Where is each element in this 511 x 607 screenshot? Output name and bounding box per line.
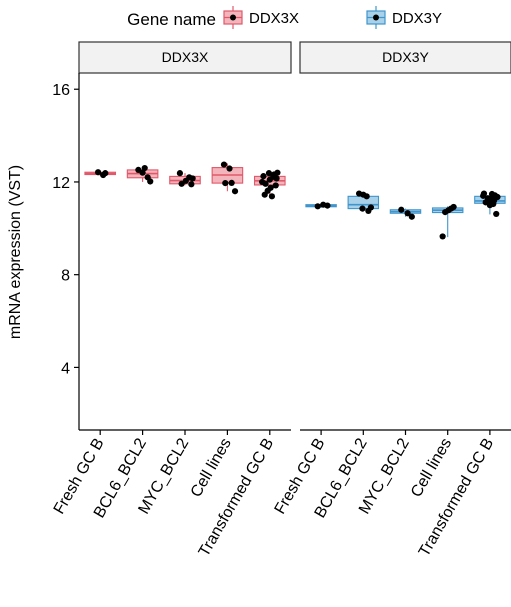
legend: Gene name DDX3X DDX3Y [127,6,442,29]
legend-key-ddx3y [366,6,386,29]
facet-strip-ddx3x-bg [78,41,292,74]
data-point [450,203,457,211]
data-point [176,170,184,177]
box-ddx3x-myc-bcl2: MYC_BCL2 [135,170,201,517]
box-ddx3y-fresh-gc-b: Fresh GC B [272,201,337,517]
box-ddx3x-fresh-gc-b: Fresh GC B [51,169,117,517]
box-ddx3y-bcl6-bcl2: BCL6_BCL2 [312,190,380,521]
data-point [490,200,497,208]
legend-key-ddx3x [223,6,243,29]
data-point [404,210,411,217]
data-point [359,205,366,212]
data-point [260,173,267,180]
data-point [270,173,277,180]
data-point [139,169,146,176]
data-point [274,169,281,176]
x-tick-label: Transformed GC B [416,436,498,560]
facet-strip-ddx3y-label: DDX3Y [382,49,429,65]
data-point [265,170,273,177]
y-tick-label: 12 [52,175,70,192]
data-point [268,193,276,200]
facet-strip-ddx3y-bg [299,41,511,74]
x-tick-label: Transformed GC B [196,436,278,560]
data-point [228,179,235,186]
y-tick-label: 8 [61,268,70,285]
data-point [367,204,374,211]
data-point [189,175,196,182]
data-point [491,192,499,199]
facet-strip-ddx3y: DDX3Y [299,41,511,74]
legend-label-ddx3y: DDX3Y [392,10,442,27]
box-ddx3x-cell-lines: Cell lines [188,161,244,501]
facet-strip-ddx3x: DDX3X [78,41,292,74]
data-point [188,181,195,188]
data-point [324,202,331,209]
box-ddx3x-bcl6-bcl2: BCL6_BCL2 [91,164,159,521]
y-tick-label: 16 [52,82,70,99]
legend-title: Gene name [127,10,216,29]
data-point [226,165,233,172]
x-tick-label: Cell lines [188,436,235,501]
data-point [141,164,148,172]
data-point [398,206,405,213]
box-ddx3x-transformed-gc-b: Transformed GC B [196,169,286,560]
data-point [94,169,102,176]
legend-label-ddx3x: DDX3X [249,10,299,27]
data-point [220,161,228,168]
box-ddx3y-myc-bcl2: MYC_BCL2 [356,206,422,517]
data-point [231,188,239,195]
data-point [259,178,266,186]
data-point [222,180,229,187]
data-point [480,190,488,197]
box-ddx3y-transformed-gc-b: Transformed GC B [416,190,506,560]
x-tick-label: Cell lines [408,436,455,501]
data-point [439,233,446,240]
box-ddx3y-cell-lines: Cell lines [408,203,464,501]
data-point [102,170,109,177]
y-tick-label: 4 [61,360,70,377]
data-point [267,184,274,191]
data-point [182,177,189,184]
data-point [493,210,500,218]
data-point [272,182,279,189]
data-point [261,191,268,198]
data-point [147,178,154,185]
y-axis: 4 8 12 16 [52,73,80,430]
legend-key-ddx3x-point [230,14,236,21]
legend-key-ddx3y-point [373,14,379,21]
data-point [445,207,452,214]
data-point [314,203,321,210]
y-axis-title: mRNA expression (VST) [7,165,24,339]
data-point [360,191,367,198]
facet-strip-ddx3x-label: DDX3X [162,49,209,65]
data-point [408,213,415,220]
